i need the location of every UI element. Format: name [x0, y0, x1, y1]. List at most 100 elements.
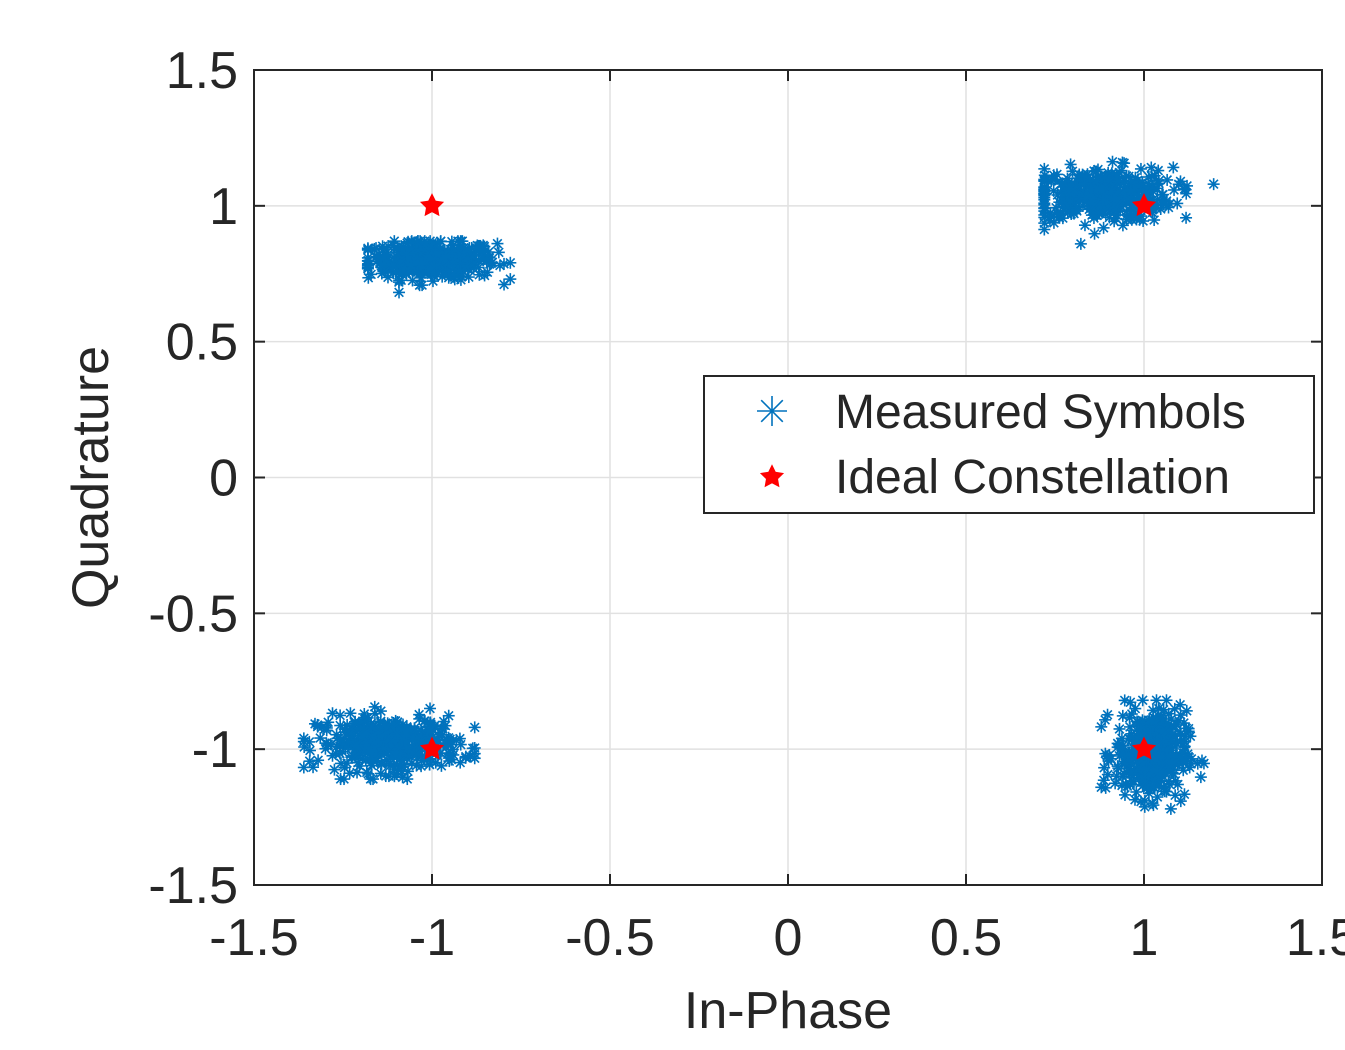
- measured-symbol-point: [375, 757, 387, 769]
- measured-symbol-point: [1102, 709, 1114, 721]
- measured-symbol-point: [401, 237, 413, 249]
- measured-symbol-point: [341, 757, 353, 769]
- measured-symbol-point: [1139, 770, 1151, 782]
- measured-symbol-point: [362, 263, 374, 275]
- measured-symbol-point: [1051, 168, 1063, 180]
- measured-symbol-point: [1164, 198, 1176, 210]
- measured-symbol-point: [424, 702, 436, 714]
- measured-symbol-point: [1098, 193, 1110, 205]
- measured-symbol-point: [1159, 785, 1171, 797]
- measured-symbol-point: [1088, 165, 1100, 177]
- legend-label-measured: Measured Symbols: [835, 386, 1246, 439]
- measured-symbol-point: [1147, 799, 1159, 811]
- measured-symbol-point: [1064, 183, 1076, 195]
- measured-symbol-point: [1139, 801, 1151, 813]
- measured-symbol-point: [415, 258, 427, 270]
- measured-symbol-point: [1134, 757, 1146, 769]
- measured-symbol-point: [1132, 717, 1144, 729]
- measured-symbol-point: [1098, 222, 1110, 234]
- measured-symbol-point: [321, 722, 333, 734]
- measured-symbol-point: [1180, 212, 1192, 224]
- measured-symbol-point: [1071, 201, 1083, 213]
- measured-symbol-point: [1157, 189, 1169, 201]
- x-tick-label: 1.5: [1286, 909, 1345, 967]
- measured-symbol-point: [498, 279, 510, 291]
- measured-symbol-point: [1119, 789, 1131, 801]
- measured-symbol-point: [365, 773, 377, 785]
- measured-symbol-point: [1168, 184, 1180, 196]
- measured-symbol-point: [1172, 778, 1184, 790]
- measured-symbol-point: [1159, 724, 1171, 736]
- measured-symbol-point: [1071, 172, 1083, 184]
- measured-symbol-point: [365, 745, 377, 757]
- y-tick-label: -1.5: [148, 857, 238, 915]
- measured-symbol-point: [1177, 757, 1189, 769]
- measured-symbol-point: [463, 242, 475, 254]
- x-tick-label: 0.5: [930, 909, 1002, 967]
- legend-marker-measured: [757, 396, 787, 426]
- measured-symbol-point: [1151, 766, 1163, 778]
- measured-symbol-point: [473, 269, 485, 281]
- y-tick-label: 1: [209, 178, 238, 236]
- legend-asterisk-icon: [757, 396, 787, 426]
- measured-symbol-point: [319, 743, 331, 755]
- measured-symbol-point: [382, 240, 394, 252]
- measured-symbol-point: [307, 761, 319, 773]
- measured-symbol-point: [491, 238, 503, 250]
- measured-symbol-point: [1038, 163, 1050, 175]
- y-tick-label: 0.5: [166, 314, 238, 372]
- measured-symbol-point: [331, 740, 343, 752]
- y-axis-label: Quadrature: [62, 346, 120, 609]
- measured-symbol-point: [1145, 161, 1157, 173]
- measured-symbol-point: [433, 243, 445, 255]
- measured-symbol-point: [454, 257, 466, 269]
- measured-symbol-point: [1181, 705, 1193, 717]
- legend: Measured Symbols Ideal Constellation: [704, 376, 1314, 513]
- measured-symbol-point: [467, 742, 479, 754]
- measured-symbol-point: [349, 751, 361, 763]
- measured-symbol-point: [397, 771, 409, 783]
- measured-symbol-point: [1104, 175, 1116, 187]
- x-tick-label: -1.5: [209, 909, 299, 967]
- measured-symbol-point: [400, 727, 412, 739]
- measured-symbol-point: [1113, 723, 1125, 735]
- measured-symbol-point: [365, 721, 377, 733]
- measured-symbol-point: [401, 248, 413, 260]
- measured-symbol-point: [446, 736, 458, 748]
- measured-symbol-point: [1117, 710, 1129, 722]
- measured-symbol-point: [1118, 157, 1130, 169]
- measured-symbol-point: [1080, 193, 1092, 205]
- measured-symbol-point: [1153, 703, 1165, 715]
- measured-symbol-point: [1044, 215, 1056, 227]
- measured-symbol-point: [1135, 725, 1147, 737]
- measured-symbol-point: [1179, 736, 1191, 748]
- measured-symbol-point: [378, 251, 390, 263]
- measured-symbol-point: [350, 740, 362, 752]
- measured-symbol-point: [388, 259, 400, 271]
- measured-symbol-point: [414, 279, 426, 291]
- measured-symbol-point: [476, 246, 488, 258]
- x-axis-label: In-Phase: [684, 982, 892, 1040]
- measured-symbol-point: [1075, 238, 1087, 250]
- measured-symbol-point: [484, 252, 496, 264]
- measured-symbol-point: [1038, 183, 1050, 195]
- measured-symbol-point: [469, 721, 481, 733]
- measured-symbol-point: [1195, 771, 1207, 783]
- measured-symbol-point: [1116, 732, 1128, 744]
- measured-symbol-point: [1107, 156, 1119, 168]
- measured-symbol-point: [1119, 694, 1131, 706]
- x-tick-label: -1: [409, 909, 455, 967]
- measured-symbol-point: [1143, 787, 1155, 799]
- measured-symbol-point: [344, 767, 356, 779]
- measured-symbol-point: [383, 770, 395, 782]
- measured-symbol-point: [427, 253, 439, 265]
- measured-symbol-point: [1150, 720, 1162, 732]
- measured-symbol-point: [1174, 175, 1186, 187]
- measured-symbol-point: [504, 257, 516, 269]
- measured-symbol-point: [1155, 736, 1167, 748]
- measured-symbol-point: [1126, 176, 1138, 188]
- measured-symbol-point: [471, 239, 483, 251]
- measured-symbol-point: [1089, 228, 1101, 240]
- measured-symbol-point: [1161, 174, 1173, 186]
